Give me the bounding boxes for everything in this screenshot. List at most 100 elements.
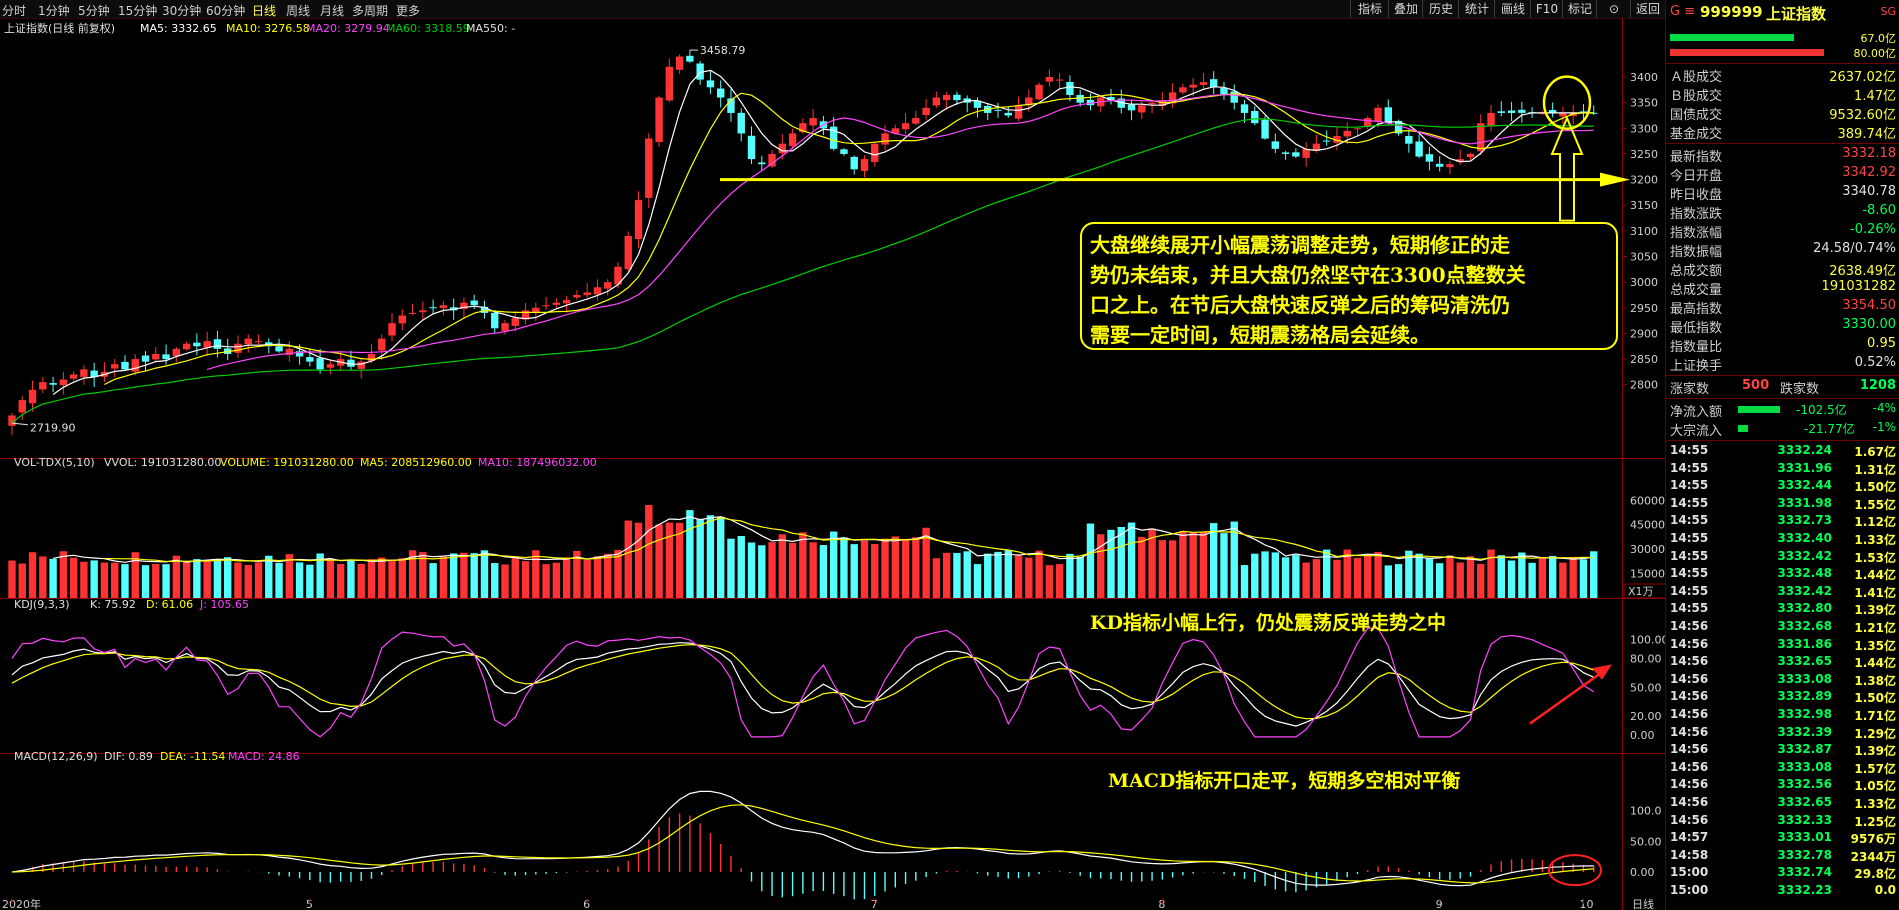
volume-bar <box>1507 560 1516 598</box>
tick-volume: 1.50亿 <box>1854 480 1896 495</box>
row-value: 3354.50 <box>1842 298 1896 313</box>
vol-ma10-line <box>104 517 1594 563</box>
volume-bar <box>419 552 427 598</box>
tick-time: 14:56 <box>1670 742 1709 757</box>
tick-row: 14:58 3332.78 2344万 <box>1670 848 1896 866</box>
y-tick-label: 3350 <box>1630 97 1658 110</box>
tick-row: 14:55 3332.40 1.33亿 <box>1670 531 1896 549</box>
candle-body <box>655 97 663 143</box>
vol-legend: VOLUME: 191031280.00 <box>220 456 354 469</box>
toolbar-button[interactable]: ⊙ <box>1596 0 1631 18</box>
candle-body <box>203 341 211 348</box>
panel-name[interactable]: 上证指数 <box>1766 5 1827 23</box>
volume-bar <box>162 564 170 598</box>
candle-body <box>1179 87 1187 93</box>
volume-bar <box>100 562 109 598</box>
main-legend: MA5: 3332.65 <box>140 22 217 35</box>
candle-body <box>1168 92 1177 104</box>
candle-body <box>1415 141 1423 157</box>
volume-bar <box>141 565 150 598</box>
tick-volume: 1.71亿 <box>1854 709 1896 723</box>
index-stat-row: 最高指数 3354.50 <box>1670 298 1896 317</box>
kdj-legend: KDJ(9,3,3) <box>14 598 70 611</box>
tick-volume: 1.44亿 <box>1854 656 1896 671</box>
volume-bar <box>295 562 304 598</box>
period-tab[interactable]: 60分钟 <box>206 4 246 18</box>
toolbar-button[interactable]: 指标 <box>1350 0 1389 18</box>
tick-price: 3331.96 <box>1777 460 1832 475</box>
period-tab[interactable]: 1分钟 <box>38 4 70 18</box>
candle-body <box>1446 164 1454 168</box>
market-volume-row: 基金成交 389.74亿 <box>1670 123 1896 142</box>
toolbar-button[interactable]: 画线 <box>1494 0 1531 18</box>
candle-body <box>28 389 37 404</box>
panel-header-right: SG <box>1880 5 1896 18</box>
j-line <box>11 627 1595 738</box>
period-tab[interactable]: 更多 <box>396 4 421 18</box>
tick-time: 14:55 <box>1670 601 1709 616</box>
tick-time: 14:56 <box>1670 671 1709 686</box>
period-tab[interactable]: 多周期 <box>352 4 389 18</box>
period-tab[interactable]: 5分钟 <box>78 4 110 18</box>
period-tab[interactable]: 分时 <box>2 4 27 18</box>
candle-body <box>552 302 561 305</box>
toolbar-button[interactable]: F10 <box>1530 0 1563 18</box>
tick-volume: 1.41亿 <box>1854 585 1896 600</box>
volume-bar <box>244 564 252 598</box>
macd-legend: DIF: 0.89 <box>104 750 153 763</box>
flow-bar <box>1738 425 1748 432</box>
candle-body <box>799 123 807 133</box>
volume-bar <box>285 554 294 598</box>
toolbar-button[interactable]: 返回 <box>1630 0 1665 18</box>
volume-bar <box>501 564 509 598</box>
row-label: 上证换手 <box>1670 359 1723 374</box>
index-stat-row: 总成交量 191031282 <box>1670 279 1896 298</box>
volume-bar <box>49 558 57 598</box>
dif-line <box>11 790 1594 887</box>
candle-body <box>1199 82 1208 85</box>
period-tab[interactable]: 15分钟 <box>118 4 158 18</box>
volume-bar <box>172 555 181 598</box>
tick-row: 14:56 3332.87 1.39亿 <box>1670 742 1896 760</box>
row-value: 1.47亿 <box>1854 89 1896 104</box>
row-value: 24.58/0.74% <box>1813 241 1896 256</box>
volume-bar <box>203 560 211 598</box>
volume-bar <box>429 563 437 598</box>
period-tab[interactable]: 30分钟 <box>162 4 202 18</box>
candle-body <box>1405 135 1413 144</box>
volume-bar <box>80 561 88 598</box>
volume-bar <box>18 563 26 598</box>
chart-area[interactable]: 3400 3350 3300 3250 3200 3150 3100 3050 3000 2950… <box>0 18 1665 910</box>
y-tick-label: 3200 <box>1630 174 1658 187</box>
tick-time: 14:56 <box>1670 777 1709 792</box>
toolbar-button[interactable]: 统计 <box>1458 0 1495 18</box>
volume-bar <box>860 540 869 598</box>
tick-volume: 29.8亿 <box>1854 867 1896 882</box>
index-stat-row: 指数涨跌 -8.60 <box>1670 203 1896 222</box>
volume-bar <box>111 562 119 598</box>
candle-body <box>1045 77 1054 82</box>
panel-code: 999999 <box>1700 3 1763 21</box>
volume-bar <box>1579 559 1588 598</box>
candle-body <box>1394 120 1403 134</box>
volume-bar <box>1025 557 1033 598</box>
candle-body <box>59 379 68 386</box>
toolbar-button[interactable]: 叠加 <box>1388 0 1423 18</box>
toolbar-button[interactable]: 标记 <box>1562 0 1597 18</box>
volume-bar <box>645 504 653 598</box>
unit-box <box>1623 583 1665 599</box>
candle-body <box>860 159 869 171</box>
period-tab[interactable]: 周线 <box>286 4 311 18</box>
row-label: 最新指数 <box>1670 150 1723 165</box>
period-tab[interactable]: 月线 <box>320 4 345 18</box>
volume-bar <box>306 564 314 598</box>
volume-bar <box>1343 549 1351 598</box>
period-tab[interactable]: 日线 <box>252 4 277 18</box>
candle-body <box>1353 128 1362 130</box>
tick-time: 14:55 <box>1670 478 1709 493</box>
candle-body <box>511 318 519 326</box>
macd-highlight-circle <box>1548 854 1602 887</box>
toolbar-button[interactable]: 历史 <box>1422 0 1459 18</box>
volume-bar <box>727 538 735 598</box>
candle-body <box>747 135 756 160</box>
